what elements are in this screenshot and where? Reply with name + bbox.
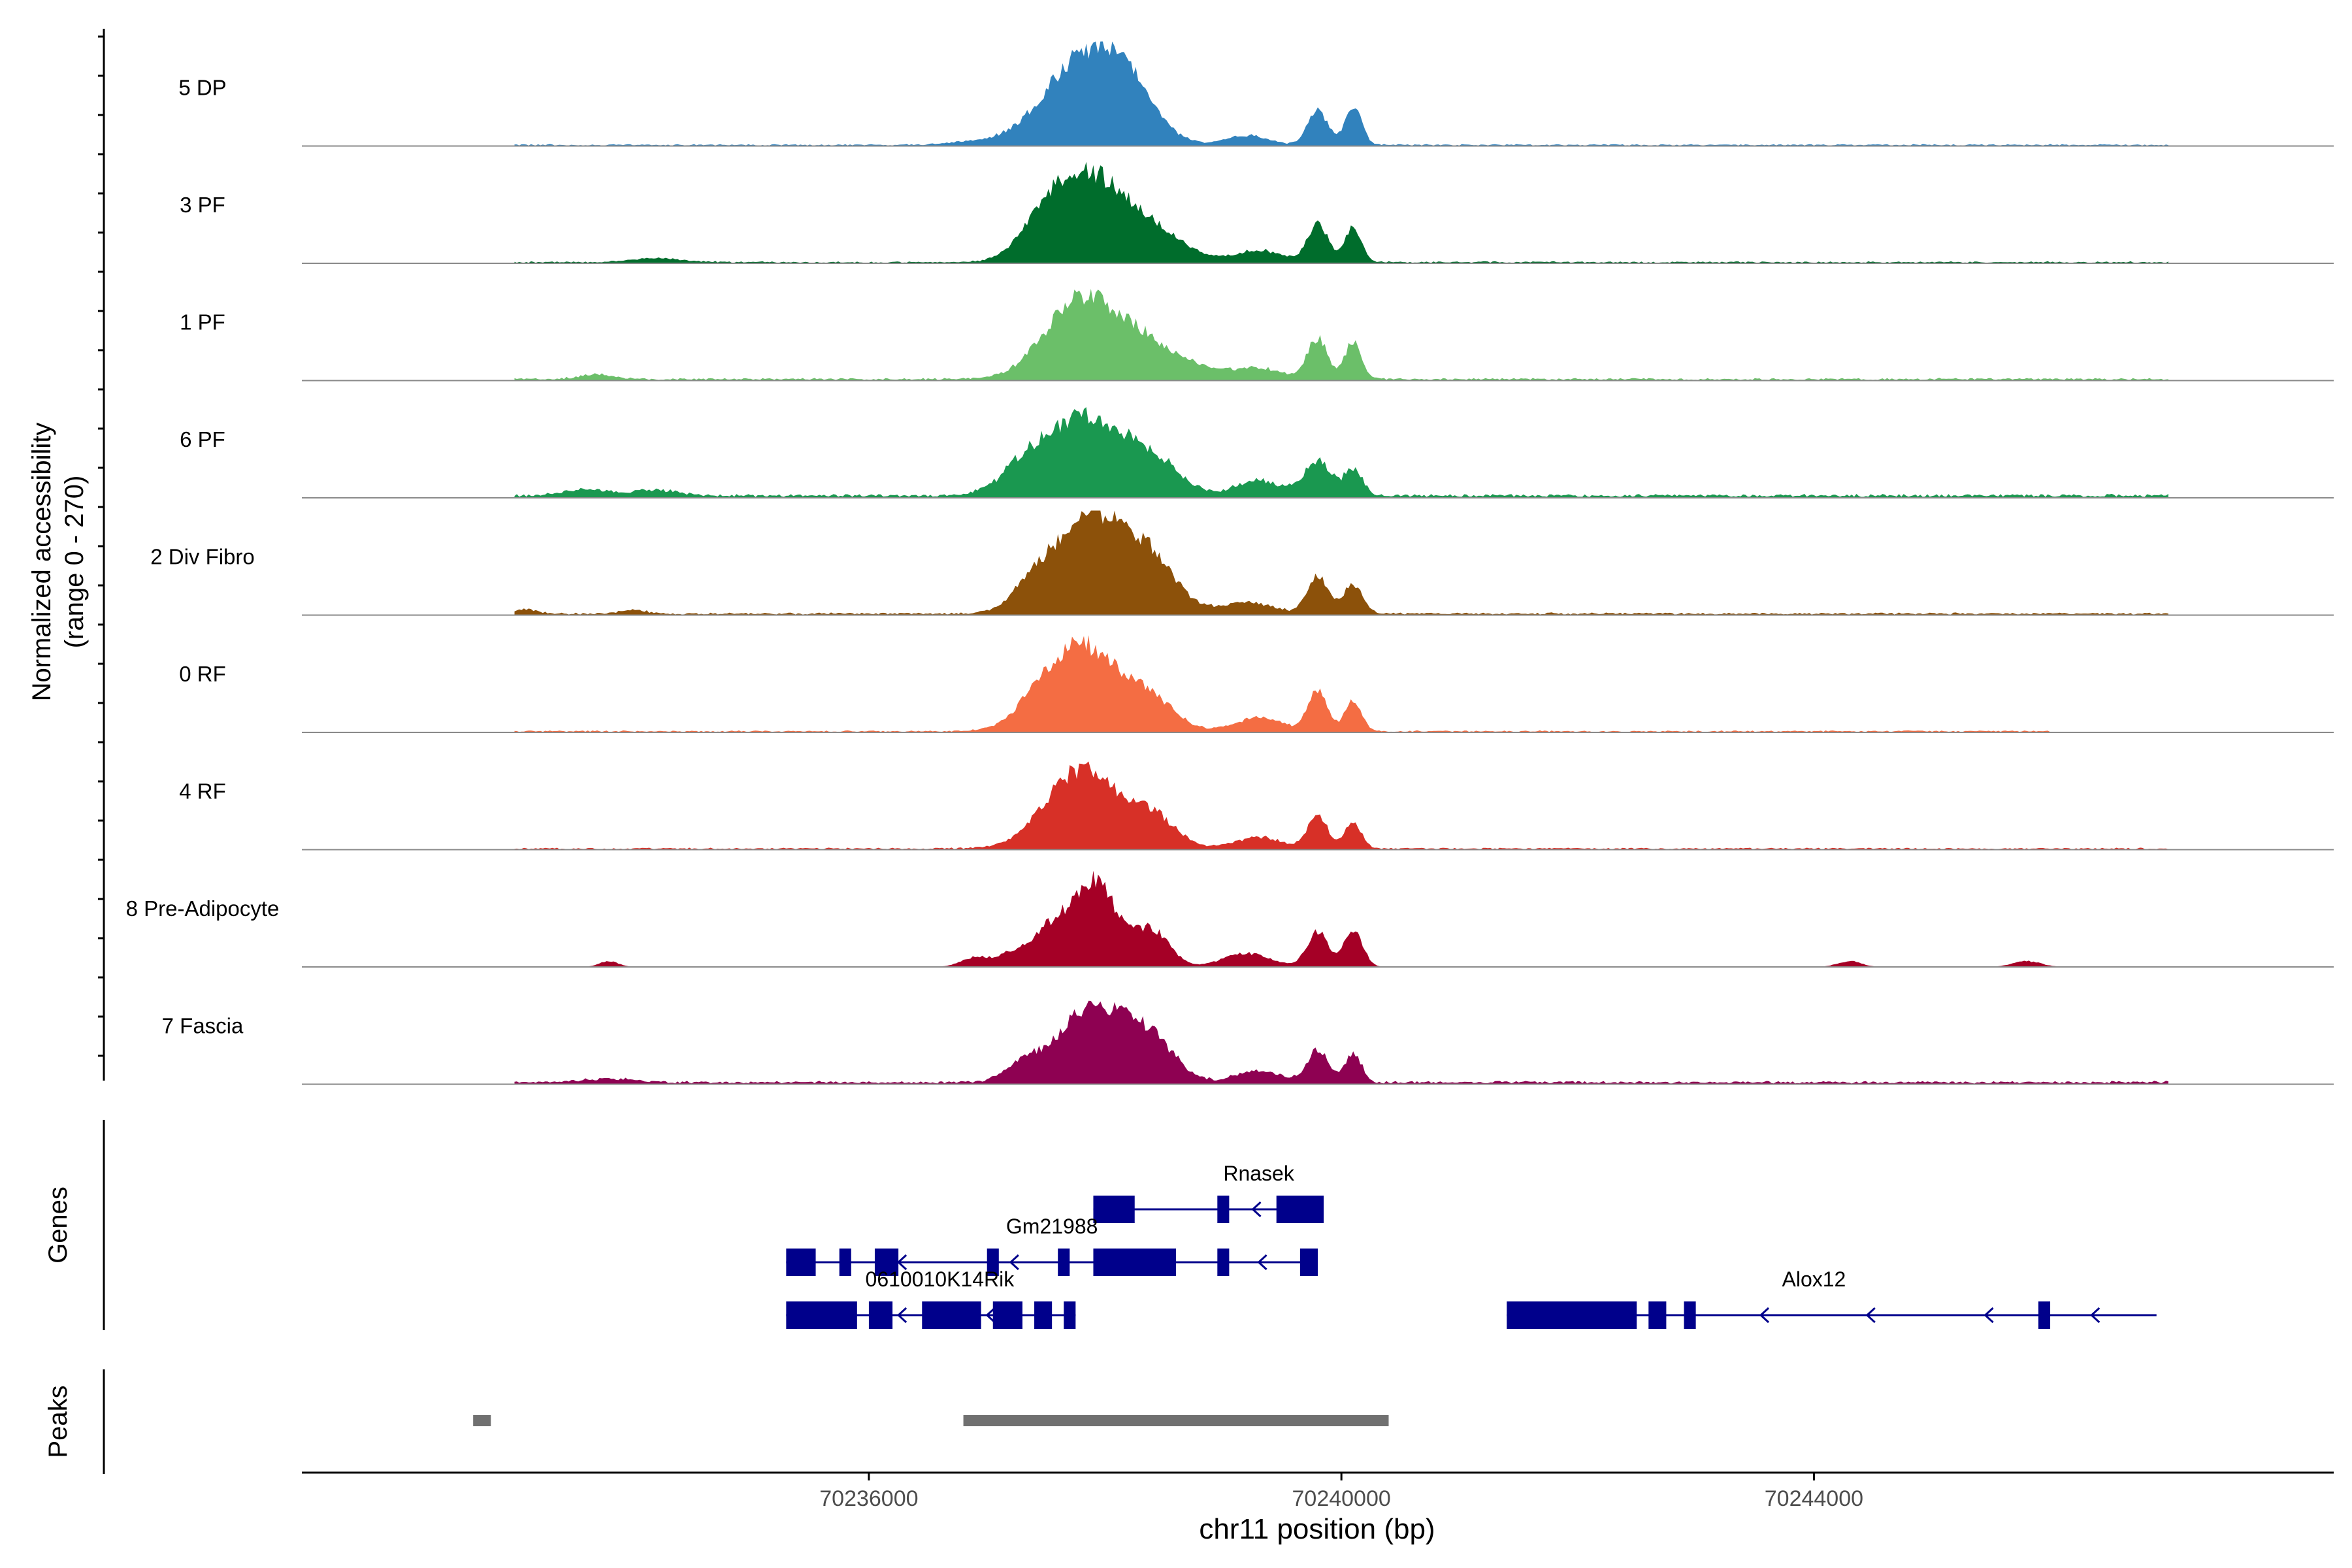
gene-exon [922, 1301, 981, 1329]
x-tick-label: 70240000 [1292, 1486, 1391, 1511]
track-label-8: 7 Fascia [162, 1014, 244, 1038]
track-area-3 [514, 407, 2168, 498]
gene-exon [1648, 1301, 1667, 1329]
track-area-7 [514, 870, 2168, 967]
coverage-tracks: 5 DP 3 PF 1 PF 6 PF 2 Div Fibro 0 RF 4 RF 8 Pre… [126, 41, 2334, 1085]
gene-exon [1217, 1196, 1230, 1223]
x-tick-label: 70244000 [1765, 1486, 1863, 1511]
strand-arrow [1009, 1254, 1019, 1271]
strand-arrow [1865, 1307, 1876, 1324]
track-label-2: 1 PF [180, 310, 225, 335]
x-axis-title: chr11 position (bp) [1199, 1513, 1435, 1545]
gene-annotations: Rnasek Gm21988 0610010K14Rik Alox12 [786, 1162, 2157, 1329]
gene-exon [1058, 1249, 1070, 1276]
y-axis-ticks [98, 35, 104, 1057]
gene-exon [987, 1249, 999, 1276]
track-5: 0 RF [179, 635, 2334, 733]
peak-regions [473, 1415, 1389, 1426]
gene-label: Rnasek [1223, 1162, 1295, 1185]
gene-3: Alox12 [1507, 1267, 2157, 1329]
gene-exon [786, 1249, 816, 1276]
gene-exon [1064, 1301, 1076, 1329]
gene-exon [868, 1301, 893, 1329]
strand-arrow [1984, 1307, 1994, 1324]
track-label-7: 8 Pre-Adipocyte [126, 896, 280, 921]
track-1: 3 PF [180, 161, 2334, 264]
gene-exon [1684, 1301, 1696, 1329]
track-7: 8 Pre-Adipocyte [126, 870, 2334, 968]
track-label-1: 3 PF [180, 193, 225, 217]
gene-exon [874, 1249, 899, 1276]
track-4: 2 Div Fibro [150, 510, 2334, 616]
gene-exon [839, 1249, 851, 1276]
gene-exon [2038, 1301, 2051, 1329]
track-2: 1 PF [180, 289, 2334, 382]
gene-exon [1507, 1301, 1637, 1329]
track-0: 5 DP [178, 41, 2334, 147]
gene-exon [786, 1301, 857, 1329]
track-8: 7 Fascia [162, 1000, 2334, 1085]
gene-exon [992, 1301, 1022, 1329]
y-axis-title-line1: Normalized accessibility [27, 423, 56, 702]
strand-arrow [1257, 1254, 1267, 1271]
gene-label: 0610010K14Rik [866, 1267, 1015, 1291]
strand-arrow [896, 1307, 907, 1324]
track-label-4: 2 Div Fibro [150, 545, 255, 569]
strand-arrow [985, 1307, 996, 1324]
gene-2: 0610010K14Rik [786, 1267, 1076, 1329]
gene-label: Alox12 [1782, 1267, 1846, 1291]
gene-exon [1217, 1249, 1230, 1276]
gene-1: Gm21988 [786, 1215, 1318, 1276]
axes: 70236000 70240000 70244000 Normalized acce… [27, 29, 2334, 1545]
track-area-1 [514, 161, 2168, 263]
strand-arrow [1759, 1307, 1770, 1324]
gene-label: Gm21988 [1006, 1215, 1098, 1238]
track-area-6 [514, 761, 2168, 850]
x-axis-ticks: 70236000 70240000 70244000 [819, 1473, 1863, 1511]
strand-arrow [1251, 1201, 1262, 1218]
track-area-8 [514, 1000, 2168, 1085]
y-axis-title-line2: (range 0 - 270) [60, 476, 89, 649]
strand-arrow [2090, 1307, 2100, 1324]
gene-exon [1276, 1196, 1324, 1223]
strand-arrow [896, 1254, 907, 1271]
track-area-2 [514, 289, 2168, 381]
track-area-4 [514, 510, 2168, 615]
track-area-5 [514, 635, 2050, 732]
track-area-0 [514, 41, 2168, 146]
x-tick-label: 70236000 [819, 1486, 918, 1511]
gene-exon [1093, 1196, 1135, 1223]
gene-exon [1299, 1249, 1318, 1276]
track-6: 4 RF [179, 761, 2334, 851]
peak-region [473, 1415, 491, 1426]
track-label-0: 5 DP [178, 76, 226, 100]
strand-arrow [1127, 1254, 1137, 1271]
peak-region [963, 1415, 1389, 1426]
genes-axis-title: Genes [44, 1186, 73, 1264]
track-3: 6 PF [180, 407, 2334, 498]
peaks-axis-title: Peaks [44, 1385, 73, 1458]
track-label-6: 4 RF [179, 779, 226, 804]
gene-0: Rnasek [1093, 1162, 1324, 1223]
gene-exon [1093, 1249, 1177, 1276]
gene-exon [1034, 1301, 1053, 1329]
track-label-3: 6 PF [180, 427, 225, 451]
track-label-5: 0 RF [179, 662, 226, 686]
